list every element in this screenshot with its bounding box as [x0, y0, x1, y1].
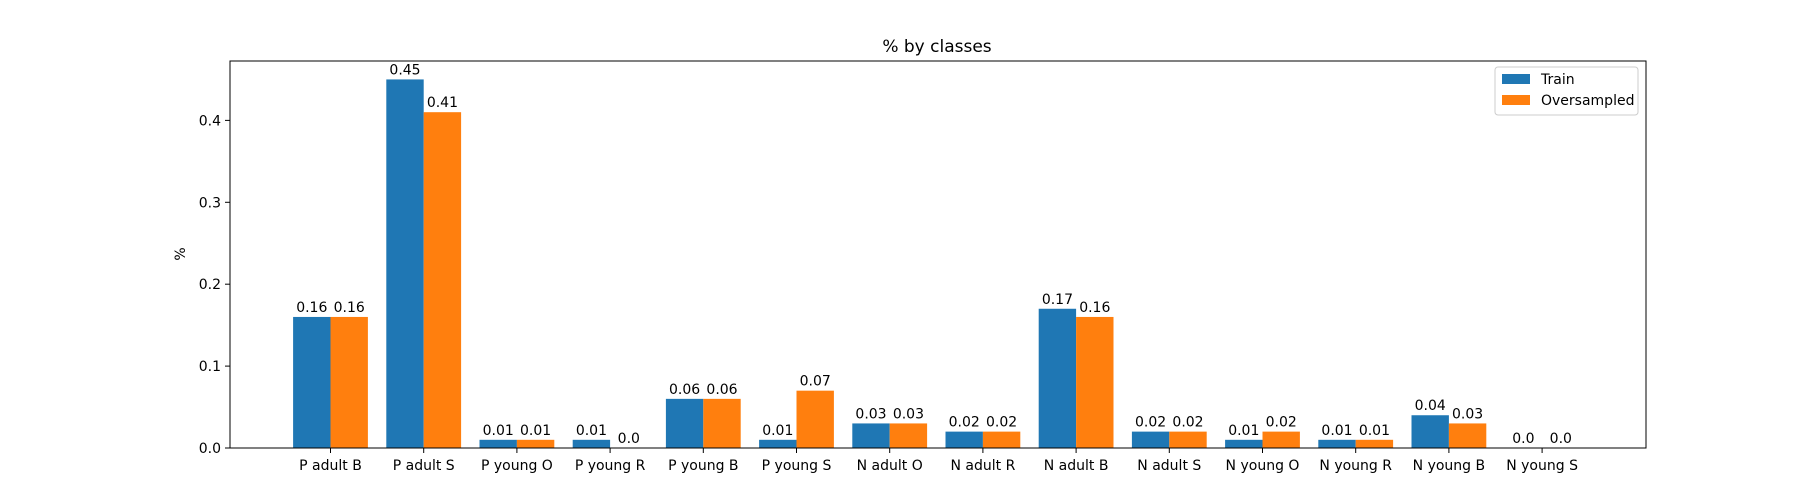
bar-label-oversampled-n-young-s: 0.0	[1550, 431, 1572, 447]
bar-label-oversampled-n-young-b: 0.03	[1452, 406, 1483, 422]
x-tick-label-p-young-s: P young S	[762, 458, 832, 474]
x-tick-label-p-adult-s: P adult S	[393, 458, 455, 474]
bar-oversampled-n-young-b	[1448, 423, 1487, 448]
bar-label-train-n-adult-b: 0.17	[1042, 292, 1073, 308]
bar-oversampled-p-young-s	[796, 390, 834, 448]
bar-label-oversampled-p-young-r: 0.0	[618, 431, 640, 447]
bar-label-train-n-adult-o: 0.03	[855, 406, 886, 422]
bar-label-oversampled-p-adult-s: 0.41	[427, 95, 458, 111]
legend-box	[1494, 66, 1639, 116]
x-tick-label-n-young-s: N young S	[1506, 458, 1578, 474]
bar-train-n-adult-s	[1131, 431, 1170, 448]
bar-oversampled-p-young-o	[516, 439, 555, 448]
chart-title: % by classes	[882, 37, 991, 57]
bar-label-train-p-adult-b: 0.16	[296, 300, 327, 316]
bar-label-train-p-adult-s: 0.45	[389, 62, 420, 78]
bar-label-oversampled-p-adult-b: 0.16	[334, 300, 365, 316]
y-tick-label-0-3: 0.3	[199, 195, 221, 211]
y-tick-label-0-2: 0.2	[199, 277, 221, 293]
bar-label-train-p-young-o: 0.01	[483, 423, 514, 439]
bar-label-oversampled-p-young-s: 0.07	[800, 374, 831, 390]
bar-train-p-young-s	[759, 439, 797, 448]
bar-label-oversampled-n-adult-r: 0.02	[986, 415, 1017, 431]
bar-label-oversampled-n-adult-b: 0.16	[1079, 300, 1110, 316]
bar-train-n-adult-r	[945, 431, 983, 448]
bar-label-train-p-young-b: 0.06	[669, 382, 700, 398]
bar-label-oversampled-n-adult-o: 0.03	[893, 406, 924, 422]
x-tick-label-p-young-o: P young O	[481, 458, 553, 474]
bar-oversampled-n-young-r	[1355, 439, 1394, 448]
bar-label-oversampled-p-young-b: 0.06	[706, 382, 737, 398]
bar-oversampled-n-young-o	[1262, 431, 1300, 448]
x-tick-label-n-adult-r: N adult R	[950, 458, 1015, 474]
y-tick-label-0-1: 0.1	[199, 359, 221, 375]
bar-label-train-n-young-b: 0.04	[1415, 398, 1446, 414]
plot-area-frame	[229, 60, 1647, 449]
y-axis-label: %	[173, 247, 189, 260]
bar-oversampled-p-young-b	[703, 398, 741, 448]
bar-value-labels: 0.16 0.16 0.45 0.41 0.01 0.01 0.01 0.0 0.06 0.06 0…	[296, 62, 1572, 447]
bar-label-oversampled-n-young-o: 0.02	[1266, 415, 1297, 431]
bar-train-n-adult-o	[852, 423, 890, 448]
bar-train-p-adult-s	[386, 79, 424, 449]
x-axis: P adult B P adult S P young O P young R P yo…	[299, 448, 1578, 474]
bar-label-train-n-young-o: 0.01	[1228, 423, 1259, 439]
y-tick-label-0-4: 0.4	[199, 113, 221, 129]
legend-label-oversampled: Oversampled	[1541, 93, 1634, 109]
bar-oversampled-n-adult-s	[1169, 431, 1207, 448]
bars-group	[293, 79, 1487, 449]
y-tick-label-0-0: 0.0	[199, 441, 221, 457]
bar-train-n-young-r	[1318, 439, 1356, 448]
x-tick-label-n-adult-s: N adult S	[1137, 458, 1201, 474]
bar-label-train-n-young-s: 0.0	[1512, 431, 1534, 447]
x-tick-label-n-adult-b: N adult B	[1044, 458, 1109, 474]
bar-oversampled-n-adult-r	[982, 431, 1021, 448]
legend-swatch-train	[1502, 74, 1530, 84]
x-tick-label-p-adult-b: P adult B	[299, 458, 362, 474]
bar-label-train-p-young-s: 0.01	[762, 423, 793, 439]
bar-train-n-adult-b	[1038, 308, 1077, 448]
bar-label-oversampled-n-adult-s: 0.02	[1172, 415, 1203, 431]
bar-train-n-young-o	[1225, 439, 1263, 448]
bar-label-oversampled-n-young-r: 0.01	[1359, 423, 1390, 439]
bar-label-train-n-adult-r: 0.02	[949, 415, 980, 431]
y-axis: 0.0 0.1 0.2 0.3 0.4	[199, 113, 230, 457]
x-tick-label-n-young-o: N young O	[1226, 458, 1300, 474]
bar-train-p-young-b	[665, 398, 704, 448]
x-tick-label-p-young-b: P young B	[668, 458, 738, 474]
bar-oversampled-p-adult-b	[330, 316, 368, 448]
legend: Train Oversampled	[1494, 66, 1639, 116]
legend-swatch-oversampled	[1502, 95, 1530, 105]
bar-oversampled-p-adult-s	[423, 112, 462, 448]
bar-train-p-young-r	[572, 439, 611, 448]
x-tick-label-p-young-r: P young R	[575, 458, 646, 474]
x-tick-label-n-adult-o: N adult O	[857, 458, 923, 474]
bar-train-n-young-b	[1411, 415, 1449, 448]
bar-oversampled-n-adult-b	[1076, 316, 1114, 448]
legend-label-train: Train	[1540, 72, 1575, 88]
bar-label-oversampled-p-young-o: 0.01	[520, 423, 551, 439]
bar-label-train-p-young-r: 0.01	[576, 423, 607, 439]
x-tick-label-n-young-b: N young B	[1413, 458, 1485, 474]
x-tick-label-n-young-r: N young R	[1319, 458, 1392, 474]
bar-label-train-n-young-r: 0.01	[1321, 423, 1352, 439]
bar-train-p-adult-b	[293, 316, 331, 448]
bar-oversampled-n-adult-o	[889, 423, 928, 448]
bar-train-p-young-o	[479, 439, 517, 448]
bar-label-train-n-adult-s: 0.02	[1135, 415, 1166, 431]
